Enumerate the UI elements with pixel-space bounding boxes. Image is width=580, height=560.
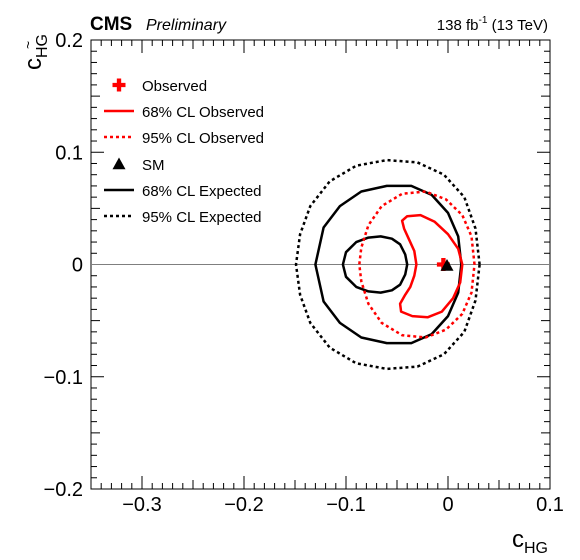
x-axis-title-sub: HG xyxy=(524,540,548,557)
x-tick-label: −0.2 xyxy=(224,494,263,516)
svg-text:cHG: cHG xyxy=(20,34,51,70)
axis-ticks xyxy=(90,39,551,490)
experiment-label: CMS xyxy=(90,14,132,35)
x-tick-label: 0.1 xyxy=(536,494,564,516)
lumi-exponent: -1 xyxy=(479,15,488,26)
contour-expected-95 xyxy=(294,158,481,371)
y-tick-label: −0.2 xyxy=(44,479,83,501)
axis-tick-labels: −0.3 −0.2 −0.1 0 0.1 −0.2 −0.1 0 0.1 0.2 xyxy=(44,30,564,516)
y-axis-title-sub: HG xyxy=(34,34,51,58)
legend: Observed 68% CL Observed 95% CL Observed SM… xyxy=(104,78,264,226)
x-tick-label: 0 xyxy=(442,494,453,516)
legend-label: 95% CL Observed xyxy=(142,130,264,147)
y-axis-title-main: c xyxy=(20,58,47,70)
y-tick-label: −0.1 xyxy=(44,367,83,389)
x-axis-title-main: c xyxy=(512,526,524,553)
y-axis-title: cHG ~ xyxy=(20,34,51,70)
contour-series xyxy=(91,78,550,371)
legend-label: 95% CL Expected xyxy=(142,209,262,226)
legend-label: SM xyxy=(142,157,165,174)
x-tick-label: −0.3 xyxy=(122,494,161,516)
lumi-value: 138 fb xyxy=(437,17,479,34)
y-axis-title-tilde: ~ xyxy=(20,41,36,49)
x-tick-label: −0.1 xyxy=(326,494,365,516)
status-label: Preliminary xyxy=(146,17,227,34)
contour-observed-95 xyxy=(358,190,476,339)
y-tick-label: 0.2 xyxy=(55,30,83,52)
y-tick-label: 0.1 xyxy=(55,142,83,164)
observed-marker xyxy=(436,258,450,271)
sm-marker xyxy=(440,259,454,271)
lumi-label: 138 fb-1 (13 TeV) xyxy=(437,15,548,34)
legend-label: 68% CL Observed xyxy=(142,104,264,121)
contour-expected-68-inner xyxy=(341,235,409,294)
x-axis-title: cHG xyxy=(512,526,548,557)
y-tick-label: 0 xyxy=(72,255,83,277)
contour-observed-68 xyxy=(398,213,464,319)
legend-symbol-sm xyxy=(112,157,126,170)
legend-label: 68% CL Expected xyxy=(142,183,262,200)
lumi-energy: (13 TeV) xyxy=(487,17,548,34)
legend-symbol-observed xyxy=(112,78,126,92)
legend-label: Observed xyxy=(142,78,207,95)
